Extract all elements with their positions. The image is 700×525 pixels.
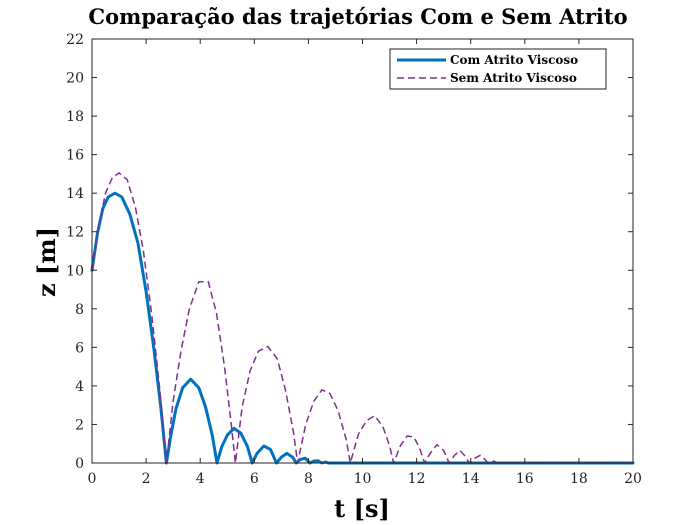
legend-label-com-atrito: Com Atrito Viscoso bbox=[450, 53, 578, 67]
x-tick-label: 18 bbox=[570, 471, 588, 487]
y-tick-label: 0 bbox=[75, 456, 84, 472]
series-line-0 bbox=[90, 191, 635, 465]
x-tick-label: 4 bbox=[196, 471, 205, 487]
x-tick-label: 10 bbox=[354, 471, 372, 487]
axes-ticks: 0 2 4 6 8 10 12 14 16 18 20 0 2 4 6 8 10 12 14 16 18 20 22 bbox=[66, 32, 642, 487]
y-tick-label: 22 bbox=[66, 32, 84, 48]
y-tick-label: 20 bbox=[66, 71, 84, 87]
y-tick-label: 4 bbox=[75, 379, 84, 395]
y-tick-label: 14 bbox=[66, 186, 84, 202]
y-tick-label: 6 bbox=[75, 340, 84, 356]
x-tick-label: 12 bbox=[408, 471, 426, 487]
chart-title: Comparação das trajetórias Com e Sem Atr… bbox=[88, 4, 627, 29]
y-tick-label: 10 bbox=[66, 263, 84, 279]
x-tick-label: 14 bbox=[462, 471, 480, 487]
legend-label-sem-atrito: Sem Atrito Viscoso bbox=[450, 71, 577, 85]
x-axis-label: t [s] bbox=[334, 494, 390, 523]
x-tick-label: 16 bbox=[516, 471, 534, 487]
plot-area bbox=[90, 39, 635, 465]
legend: Com Atrito Viscoso Sem Atrito Viscoso bbox=[389, 48, 607, 90]
x-tick-label: 2 bbox=[142, 471, 151, 487]
y-tick-label: 16 bbox=[66, 148, 84, 164]
legend-box bbox=[389, 48, 607, 90]
y-axis-label: z [m] bbox=[32, 227, 61, 297]
y-tick-label: 8 bbox=[75, 302, 84, 318]
y-tick-label: 2 bbox=[75, 417, 84, 433]
y-tick-label: 12 bbox=[66, 225, 84, 241]
y-tick-label: 18 bbox=[66, 109, 84, 125]
x-tick-label: 6 bbox=[250, 471, 259, 487]
x-tick-label: 20 bbox=[624, 471, 642, 487]
x-tick-label: 0 bbox=[88, 471, 97, 487]
x-tick-label: 8 bbox=[304, 471, 313, 487]
